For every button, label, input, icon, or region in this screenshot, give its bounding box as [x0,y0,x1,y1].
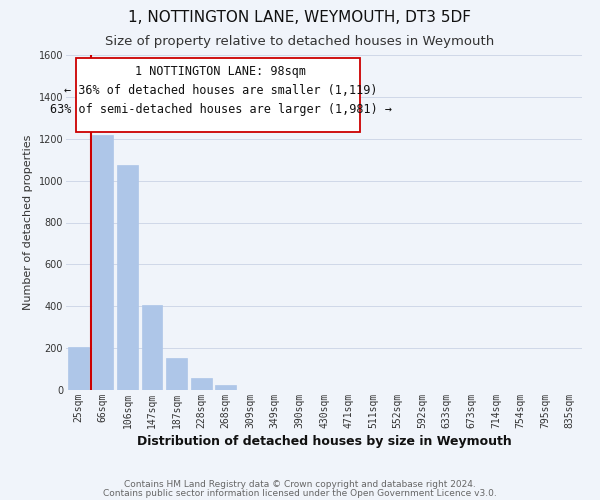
Bar [166,358,187,390]
Text: Size of property relative to detached houses in Weymouth: Size of property relative to detached ho… [106,35,494,48]
Bar [142,305,163,390]
Bar [191,378,212,390]
Text: Contains HM Land Registry data © Crown copyright and database right 2024.: Contains HM Land Registry data © Crown c… [124,480,476,489]
Text: 1, NOTTINGTON LANE, WEYMOUTH, DT3 5DF: 1, NOTTINGTON LANE, WEYMOUTH, DT3 5DF [128,10,472,25]
Text: Contains public sector information licensed under the Open Government Licence v3: Contains public sector information licen… [103,488,497,498]
Y-axis label: Number of detached properties: Number of detached properties [23,135,33,310]
Bar [68,347,89,390]
X-axis label: Distribution of detached houses by size in Weymouth: Distribution of detached houses by size … [137,435,511,448]
FancyBboxPatch shape [76,58,360,132]
Bar [117,165,138,390]
Text: 1 NOTTINGTON LANE: 98sqm
← 36% of detached houses are smaller (1,119)
63% of sem: 1 NOTTINGTON LANE: 98sqm ← 36% of detach… [50,65,392,116]
Bar [92,134,113,390]
Bar [215,385,236,390]
